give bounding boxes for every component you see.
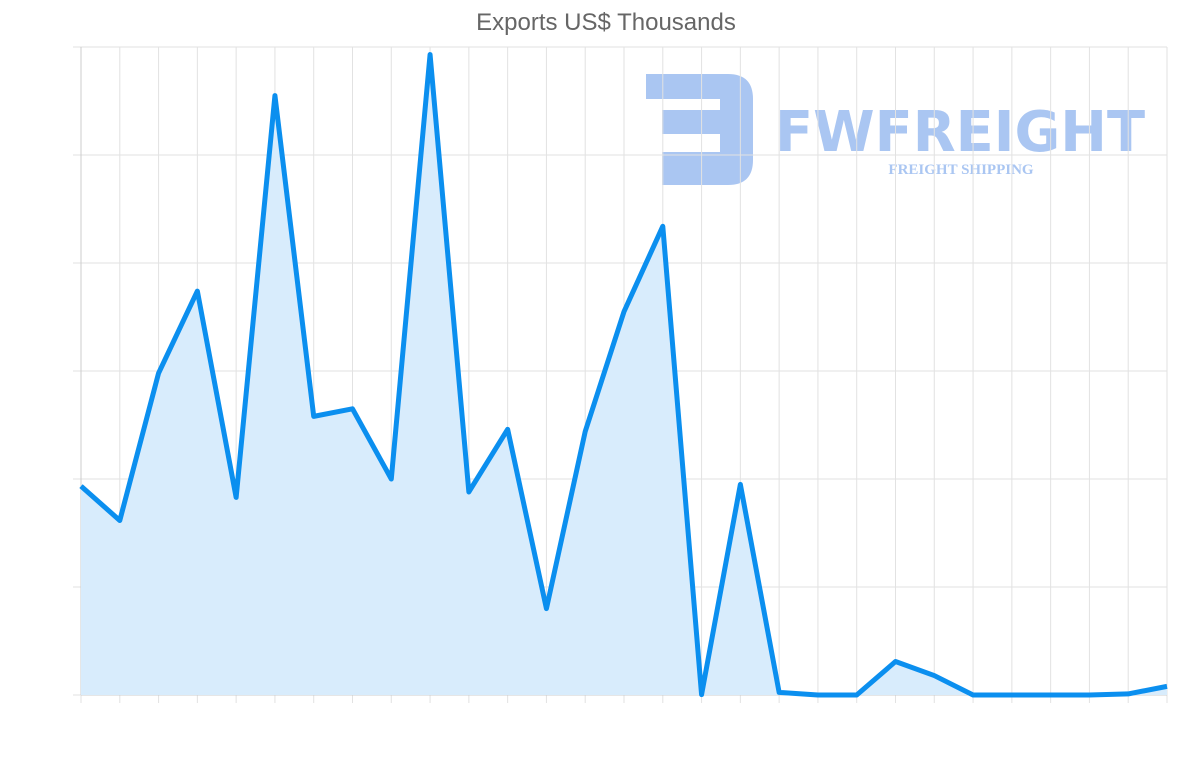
area-fill: [81, 54, 1167, 696]
data-line: [79, 52, 1168, 698]
logo-mark-icon: [646, 74, 753, 185]
fwfreight-watermark: FWFREIGHT FREIGHT SHIPPING: [646, 74, 1145, 185]
chart-title: Exports US$ Thousands: [476, 9, 736, 36]
watermark-tagline: FREIGHT SHIPPING: [888, 162, 1033, 178]
watermark-brand: FWFREIGHT: [775, 100, 1145, 165]
